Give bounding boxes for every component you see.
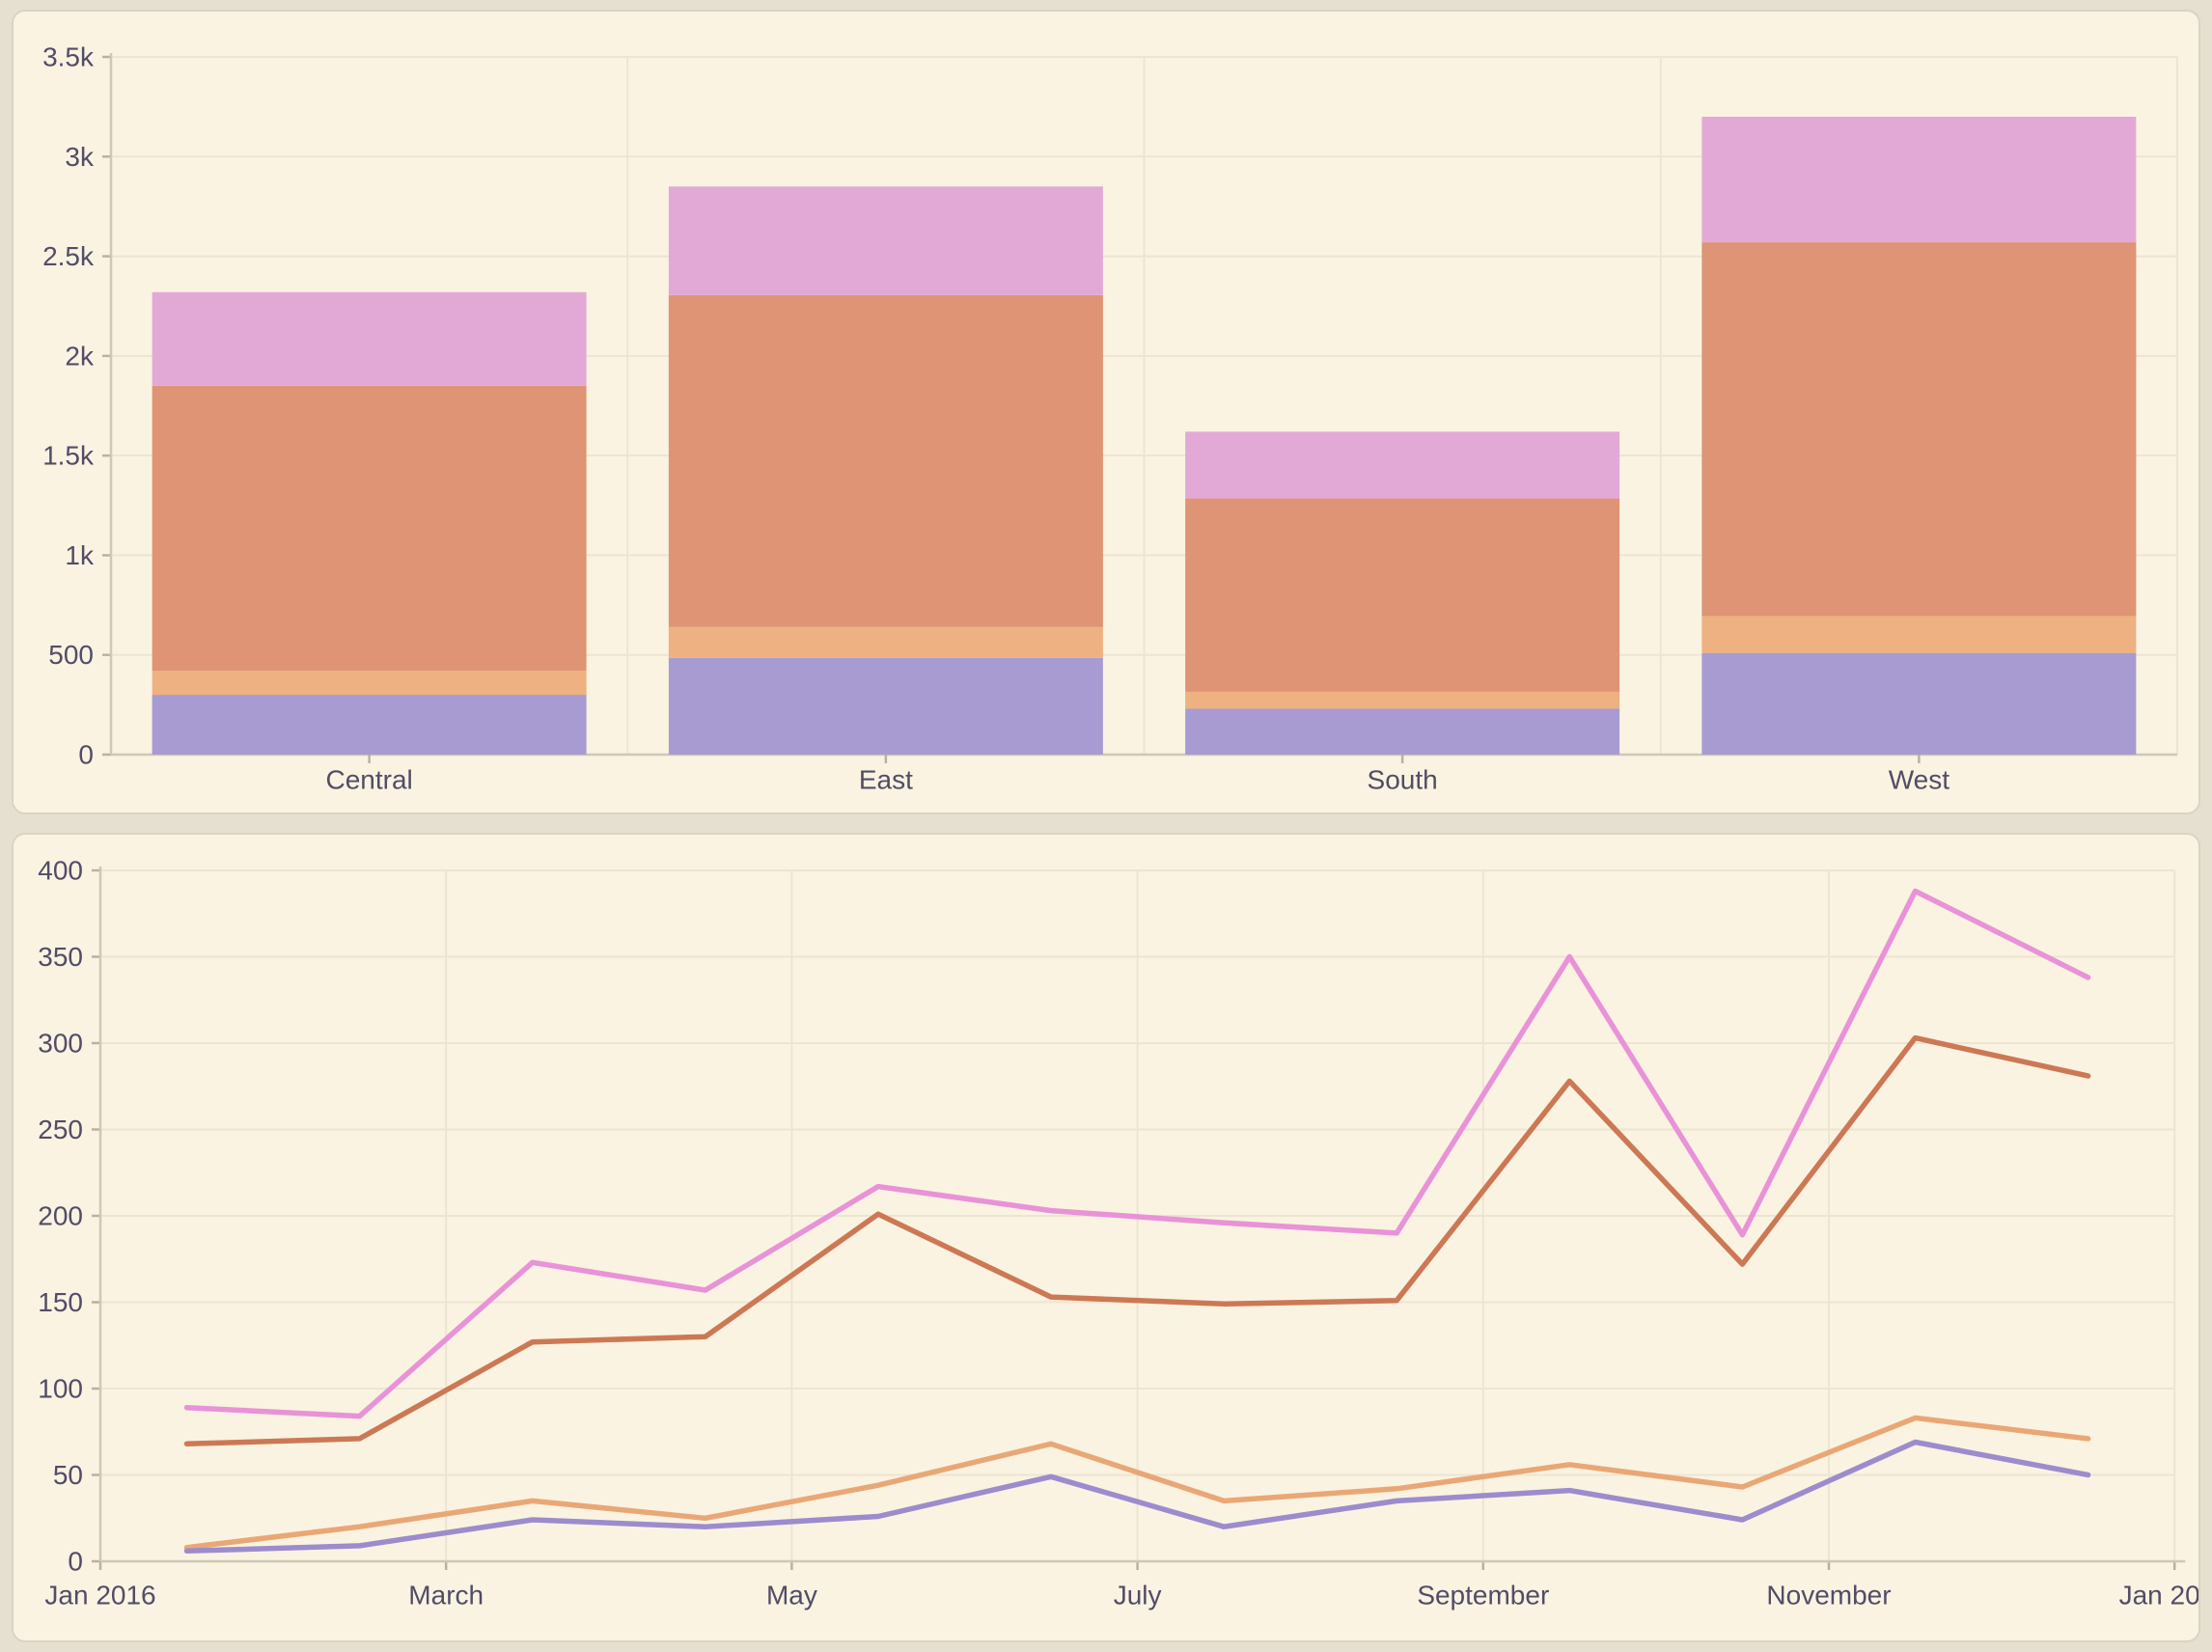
- y-axis-label: 100: [38, 1374, 83, 1404]
- series-line-pink: [183, 888, 2091, 1419]
- bar-segment-series-tan: [1185, 691, 1620, 709]
- y-axis-label: 500: [48, 640, 94, 670]
- bar-segment-series-salmon: [1701, 242, 2137, 617]
- bar-segment-series-purple: [1701, 652, 2137, 755]
- x-axis-label: Jan 2017: [2119, 1581, 2198, 1611]
- bar-segment-series-purple: [1185, 708, 1620, 755]
- y-axis-label: 3.5k: [42, 42, 95, 72]
- x-axis-label: September: [1417, 1581, 1549, 1611]
- y-axis-label: 1.5k: [42, 441, 95, 471]
- y-axis-label: 350: [38, 942, 83, 972]
- y-axis-label: 200: [38, 1201, 83, 1231]
- bar-segment-series-tan: [668, 626, 1103, 658]
- bar-segment-series-salmon: [1185, 498, 1620, 692]
- line-chart-card: 0 50 100 150 200 250 300 350 400 Jan 2016 March May…: [12, 833, 2200, 1642]
- bar-segment-series-pink: [1701, 116, 2137, 243]
- stacked-bar-chart-card: 0 500 1k 1.5k 2k 2.5k 3k 3.5k Central East South We…: [12, 10, 2200, 814]
- bar-segment-series-tan: [152, 671, 587, 696]
- y-axis-label: 2.5k: [42, 241, 95, 271]
- x-axis-label: July: [1114, 1581, 1162, 1611]
- y-axis-label: 400: [38, 856, 83, 886]
- bar-segment-series-pink: [1185, 431, 1620, 499]
- category-label: South: [1368, 765, 1438, 795]
- x-axis-label: May: [766, 1581, 817, 1611]
- bar-segment-series-purple: [152, 695, 587, 755]
- y-axis-label: 0: [78, 740, 94, 770]
- stacked-bar-chart: 0 500 1k 1.5k 2k 2.5k 3k 3.5k Central East South We…: [42, 42, 2178, 795]
- bar-segment-series-pink: [668, 186, 1103, 295]
- bar-segment-series-salmon: [152, 385, 587, 672]
- bar-segment-series-salmon: [668, 294, 1103, 627]
- x-axis-label: Jan 2016: [44, 1581, 155, 1611]
- series-line-salmon: [183, 1034, 2091, 1447]
- series-line-tan: [183, 1415, 2091, 1551]
- category-label: Central: [325, 765, 412, 795]
- y-axis-label: 50: [53, 1460, 83, 1490]
- y-axis-label: 300: [38, 1029, 83, 1059]
- x-axis-label: March: [408, 1581, 484, 1611]
- line-chart: 0 50 100 150 200 250 300 350 400 Jan 2016 March May…: [38, 856, 2198, 1611]
- category-label: West: [1889, 765, 1949, 795]
- y-axis-label: 0: [68, 1547, 83, 1577]
- y-axis-label: 150: [38, 1287, 83, 1317]
- y-axis-label: 3k: [65, 142, 95, 172]
- y-axis-label: 1k: [65, 540, 95, 570]
- bar-segment-series-purple: [668, 657, 1103, 755]
- bar-segment-series-pink: [152, 291, 587, 386]
- bar-segment-series-tan: [1701, 616, 2137, 653]
- category-label: East: [859, 765, 913, 795]
- series-line-purple: [183, 1439, 2091, 1555]
- y-axis-label: 2k: [65, 341, 95, 371]
- x-axis-label: November: [1766, 1581, 1891, 1611]
- y-axis-label: 250: [38, 1115, 83, 1144]
